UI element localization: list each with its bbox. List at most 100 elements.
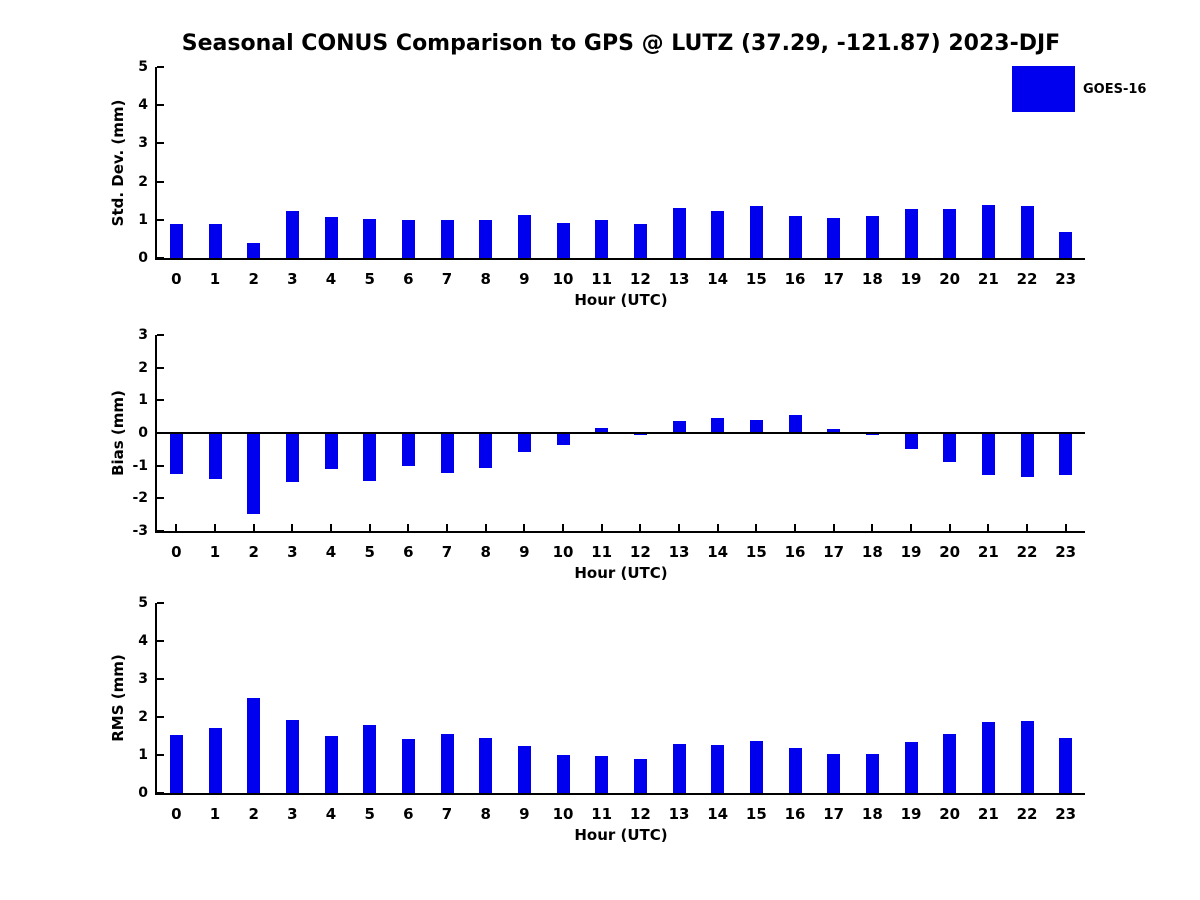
x-tick-label: 15 [745, 805, 767, 823]
x-tick-label: 20 [939, 805, 961, 823]
bar [904, 208, 918, 258]
bar [479, 219, 493, 258]
y-tick-label: -3 [132, 523, 148, 539]
bar [749, 420, 763, 433]
x-tick-mark [562, 524, 564, 531]
x-tick-label: 5 [364, 270, 375, 288]
x-tick-label: 9 [519, 543, 530, 561]
x-tick-label: 16 [784, 543, 806, 561]
x-tick-label: 4 [325, 543, 337, 561]
y-tick-label: 2 [138, 709, 148, 725]
bar [943, 433, 957, 463]
y-tick-mark [157, 497, 164, 500]
x-axis-label: Hour (UTC) [574, 564, 668, 582]
bar [595, 756, 609, 793]
x-tick-mark [1064, 524, 1067, 531]
bar [672, 208, 686, 258]
bar [827, 217, 841, 258]
x-axis-label: Hour (UTC) [574, 826, 668, 844]
legend-swatch [1012, 66, 1075, 112]
bar [865, 754, 879, 793]
y-tick-label: 0 [138, 785, 148, 801]
x-tick-mark [446, 524, 448, 531]
bar [324, 433, 338, 469]
bar [904, 742, 918, 793]
bar [440, 219, 454, 258]
x-tick-mark [1026, 524, 1028, 531]
bar [208, 223, 222, 258]
x-tick-label: 17 [823, 805, 845, 823]
x-tick-label: 16 [784, 805, 806, 823]
x-tick-label: 7 [441, 543, 453, 561]
x-tick-mark [871, 524, 874, 531]
x-tick-label: 23 [1055, 270, 1077, 288]
left-spine [155, 335, 157, 533]
x-tick-label: 4 [325, 805, 337, 823]
y-tick-mark [157, 678, 164, 680]
bar [595, 219, 609, 258]
x-tick-label: 22 [1016, 543, 1038, 561]
y-tick-label: 5 [138, 59, 148, 75]
x-tick-mark [755, 524, 758, 531]
x-tick-label: 2 [248, 270, 259, 288]
y-tick-label: -1 [132, 457, 148, 474]
left-spine [155, 603, 157, 795]
x-tick-mark [678, 524, 680, 531]
bar [827, 753, 841, 793]
x-tick-label: 2 [248, 543, 259, 561]
x-tick-label: 9 [519, 270, 530, 288]
bar [517, 214, 531, 258]
y-tick-mark [157, 792, 164, 794]
bar [169, 433, 183, 474]
bar [285, 211, 299, 258]
bar [401, 433, 415, 467]
x-tick-label: 14 [707, 805, 729, 823]
x-tick-label: 11 [591, 270, 613, 288]
x-tick-label: 12 [629, 805, 651, 823]
x-tick-mark [484, 524, 487, 531]
y-axis-label: RMS (mm) [109, 654, 127, 742]
bar [208, 433, 222, 480]
x-tick-label: 23 [1055, 805, 1077, 823]
bar [981, 721, 995, 793]
y-tick-label: 3 [138, 327, 148, 343]
y-tick-label: 4 [138, 633, 148, 649]
bottom-spine [155, 793, 1085, 795]
bar [943, 208, 957, 258]
x-tick-label: 20 [939, 543, 961, 561]
bar [169, 735, 183, 793]
x-tick-label: 5 [364, 543, 375, 561]
bar [788, 414, 802, 433]
x-tick-mark [987, 524, 990, 531]
x-tick-label: 1 [209, 805, 221, 823]
x-tick-label: 18 [861, 543, 883, 561]
y-tick-mark [157, 257, 164, 259]
bar [440, 433, 454, 473]
y-tick-label: 2 [138, 173, 148, 190]
y-axis-label: Std. Dev. (mm) [109, 99, 127, 226]
x-tick-label: 17 [823, 270, 845, 288]
y-tick-label: 1 [138, 211, 148, 228]
bar [401, 739, 415, 793]
y-tick-label: 1 [138, 392, 148, 409]
x-tick-mark [832, 524, 835, 531]
x-tick-label: 21 [977, 805, 999, 823]
x-tick-label: 19 [900, 270, 922, 288]
x-tick-label: 7 [441, 270, 453, 288]
y-tick-mark [157, 640, 164, 642]
x-tick-label: 4 [325, 270, 337, 288]
x-tick-label: 6 [403, 805, 414, 823]
bar [981, 204, 995, 258]
y-tick-mark [157, 366, 164, 369]
x-tick-label: 22 [1016, 270, 1038, 288]
bar [363, 433, 377, 481]
bar [633, 433, 647, 436]
x-tick-label: 10 [552, 270, 574, 288]
bar [1020, 206, 1034, 258]
x-tick-label: 13 [668, 270, 690, 288]
bar [595, 428, 609, 433]
y-tick-label: 5 [138, 595, 148, 611]
y-tick-label: 2 [138, 359, 148, 376]
bar [363, 725, 377, 793]
